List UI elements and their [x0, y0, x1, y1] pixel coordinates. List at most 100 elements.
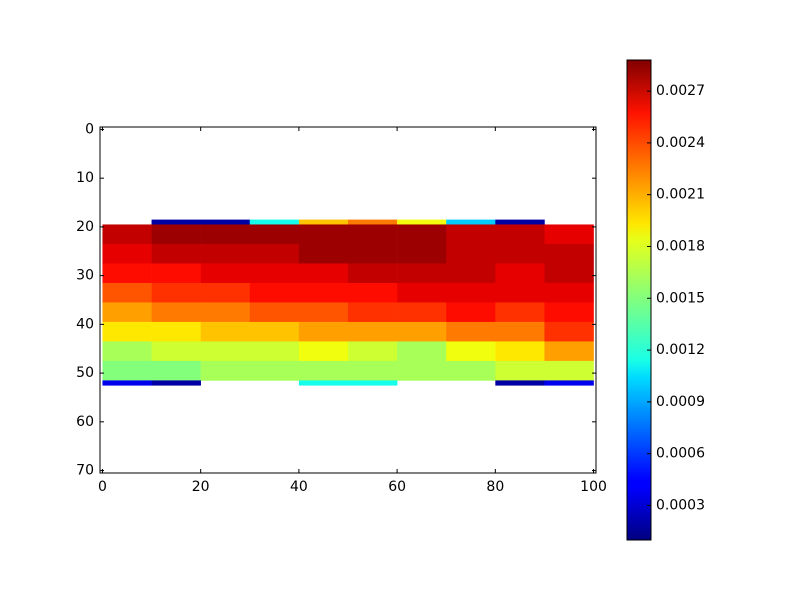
heatmap-cell — [102, 380, 152, 386]
heatmap-cell — [151, 263, 201, 284]
plot-frame — [99, 126, 597, 474]
heatmap-cell — [200, 243, 251, 264]
heatmap-cell — [495, 263, 545, 284]
y-tick-label: 50 — [76, 365, 94, 381]
heatmap-cell — [200, 263, 251, 284]
heatmap-cell — [544, 263, 594, 284]
x-tick-label: 40 — [290, 479, 308, 495]
heatmap-cell — [249, 302, 300, 323]
heatmap-cell — [298, 219, 349, 225]
heatmap-cell — [348, 282, 398, 303]
y-tick-label: 20 — [76, 219, 94, 235]
heatmap-cell — [102, 360, 152, 381]
heatmap-cell — [446, 360, 496, 381]
heatmap-cell — [298, 224, 349, 245]
x-tick-label: 0 — [98, 479, 107, 495]
heatmap-cell — [495, 360, 545, 381]
heatmap-cell — [151, 243, 201, 264]
colorbar — [626, 59, 652, 541]
heatmap-cell — [495, 321, 545, 342]
heatmap-cell — [495, 302, 545, 323]
heatmap-cell — [348, 243, 398, 264]
heatmap-cell — [446, 263, 496, 284]
heatmap-cell — [298, 321, 349, 342]
heatmap-cell — [544, 243, 594, 264]
heatmap-cell — [446, 243, 496, 264]
colorbar-tick-label: 0.0012 — [656, 342, 705, 358]
heatmap-cell — [298, 380, 349, 386]
heatmap-cell — [151, 302, 201, 323]
heatmap-cell — [200, 341, 251, 362]
heatmap-cell — [495, 219, 545, 225]
heatmap-cell — [495, 224, 545, 245]
heatmap-cell — [298, 341, 349, 362]
heatmap-cell — [151, 224, 201, 245]
x-tick-label: 80 — [486, 479, 504, 495]
heatmap-cell — [200, 302, 251, 323]
heatmap-cell — [348, 219, 398, 225]
heatmap-cell — [495, 282, 545, 303]
heatmap-cell — [200, 224, 251, 245]
heatmap-cell — [200, 219, 251, 225]
heatmap-cell — [544, 282, 594, 303]
heatmap-cell — [397, 321, 447, 342]
y-tick-label: 40 — [76, 316, 94, 332]
colorbar-tick-label: 0.0027 — [656, 83, 705, 99]
colorbar-tick-label: 0.0018 — [656, 238, 705, 254]
heatmap-cell — [249, 282, 300, 303]
heatmap-cell — [298, 243, 349, 264]
y-tick-label: 70 — [76, 463, 94, 479]
colorbar-tick-label: 0.0003 — [656, 497, 705, 513]
heatmap-cell — [544, 224, 594, 245]
colorbar-tick-label: 0.0024 — [656, 135, 705, 151]
x-tick-label: 100 — [580, 479, 607, 495]
heatmap-cell — [397, 360, 447, 381]
heatmap-cell — [544, 380, 594, 386]
heatmap-cell — [495, 380, 545, 386]
heatmap-cell — [249, 263, 300, 284]
heatmap-cell — [397, 263, 447, 284]
heatmap-cell — [544, 360, 594, 381]
y-tick-label: 30 — [76, 268, 94, 284]
heatmap-cell — [102, 282, 152, 303]
heatmap-cell — [298, 302, 349, 323]
heatmap-cell — [151, 360, 201, 381]
heatmap-cell — [397, 219, 447, 225]
heatmap-cell — [298, 360, 349, 381]
heatmap-cell — [397, 224, 447, 245]
heatmap-cell — [397, 302, 447, 323]
heatmap-cell — [151, 380, 201, 386]
heatmap-cell — [348, 341, 398, 362]
heatmap-cell — [102, 341, 152, 362]
heatmap-cell — [495, 243, 545, 264]
heatmap-cell — [151, 282, 201, 303]
heatmap-cell — [446, 321, 496, 342]
heatmap-cell — [397, 243, 447, 264]
x-tick-label: 60 — [388, 479, 406, 495]
heatmap-cell — [249, 243, 300, 264]
heatmap-cell — [446, 224, 496, 245]
colorbar-tick-label: 0.0021 — [656, 187, 705, 203]
heatmap-cell — [446, 282, 496, 303]
heatmap-cell — [298, 282, 349, 303]
heatmap-cell — [151, 321, 201, 342]
heatmap-cell — [495, 341, 545, 362]
heatmap-cell — [544, 321, 594, 342]
heatmap-cell — [249, 219, 300, 225]
heatmap-cell — [249, 360, 300, 381]
x-tick-label: 20 — [192, 479, 210, 495]
heatmap-cell — [102, 224, 152, 245]
heatmap-cell — [102, 243, 152, 264]
heatmap-cell — [397, 341, 447, 362]
heatmap-cell — [102, 263, 152, 284]
heatmap-cell — [446, 219, 496, 225]
heatmap-cell — [200, 360, 251, 381]
heatmap-cell — [249, 341, 300, 362]
heatmap-cell — [348, 263, 398, 284]
heatmap-cell — [102, 302, 152, 323]
heatmap-cell — [102, 321, 152, 342]
heatmap-cell — [298, 263, 349, 284]
heatmap-cell — [151, 341, 201, 362]
heatmap-cell — [348, 321, 398, 342]
